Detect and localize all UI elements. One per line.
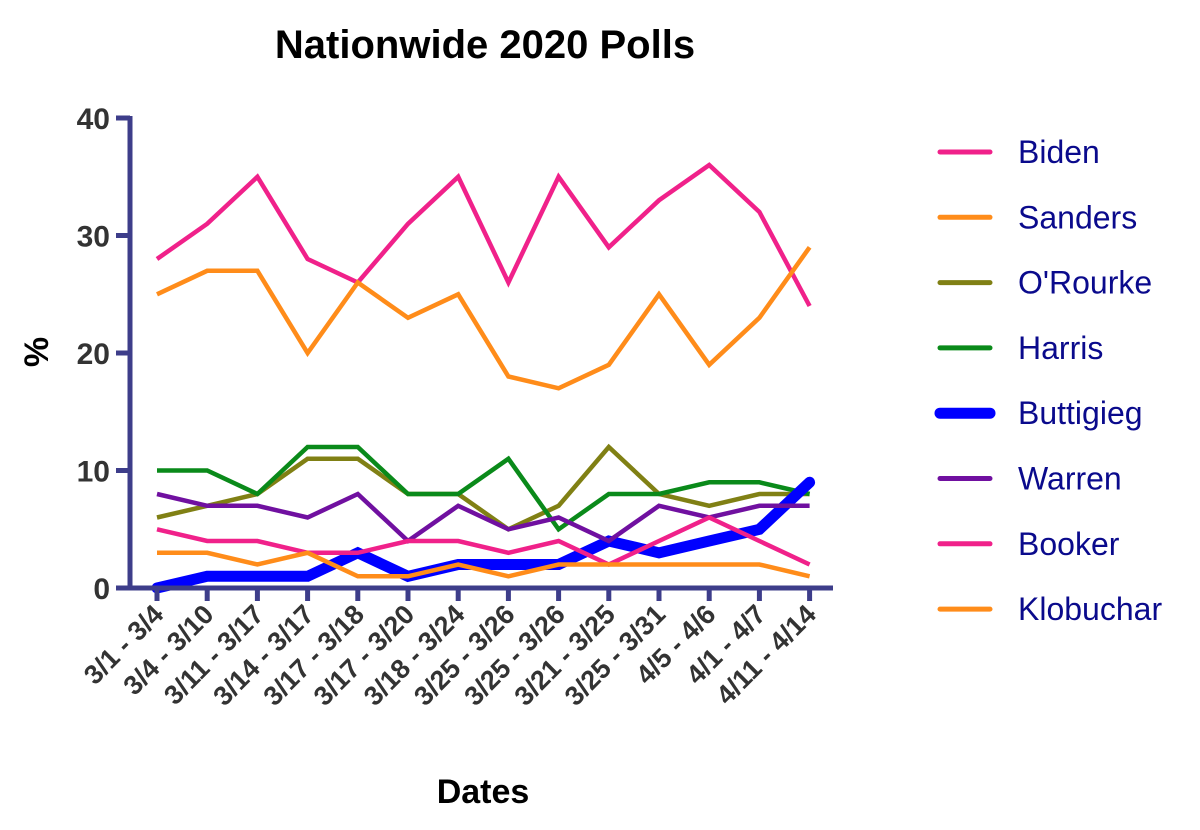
legend-label: Sanders [1018,199,1137,235]
series-line-buttigieg [151,476,816,594]
legend-label: Biden [1018,134,1100,170]
y-tick-label: 40 [77,103,110,136]
legend-label: O'Rourke [1018,265,1152,301]
series-line-sanders [156,245,812,391]
series-layer [151,162,816,594]
legend-label: Warren [1018,461,1122,497]
legend-label: Harris [1018,330,1103,366]
series-line-klobuchar [157,550,811,579]
legend: Biden Sanders O'Rourke Harris Buttigieg Warre… [934,134,1162,627]
legend-label: Klobuchar [1018,591,1162,627]
series-line-warren [156,491,810,544]
y-tick-label: 30 [77,221,110,254]
y-tick-label: 0 [93,573,110,606]
y-tick-label: 10 [77,456,110,489]
series-line-harris [157,444,811,533]
series-line-booker [156,515,811,567]
chart-title: Nationwide 2020 Polls [275,23,695,67]
y-tick-label: 20 [77,338,110,371]
series-line-biden [155,162,812,308]
x-axis-label: Dates [437,773,530,811]
legend-label: Buttigieg [1018,395,1143,431]
y-axis-label: % [18,337,56,367]
legend-label: Booker [1018,526,1120,562]
